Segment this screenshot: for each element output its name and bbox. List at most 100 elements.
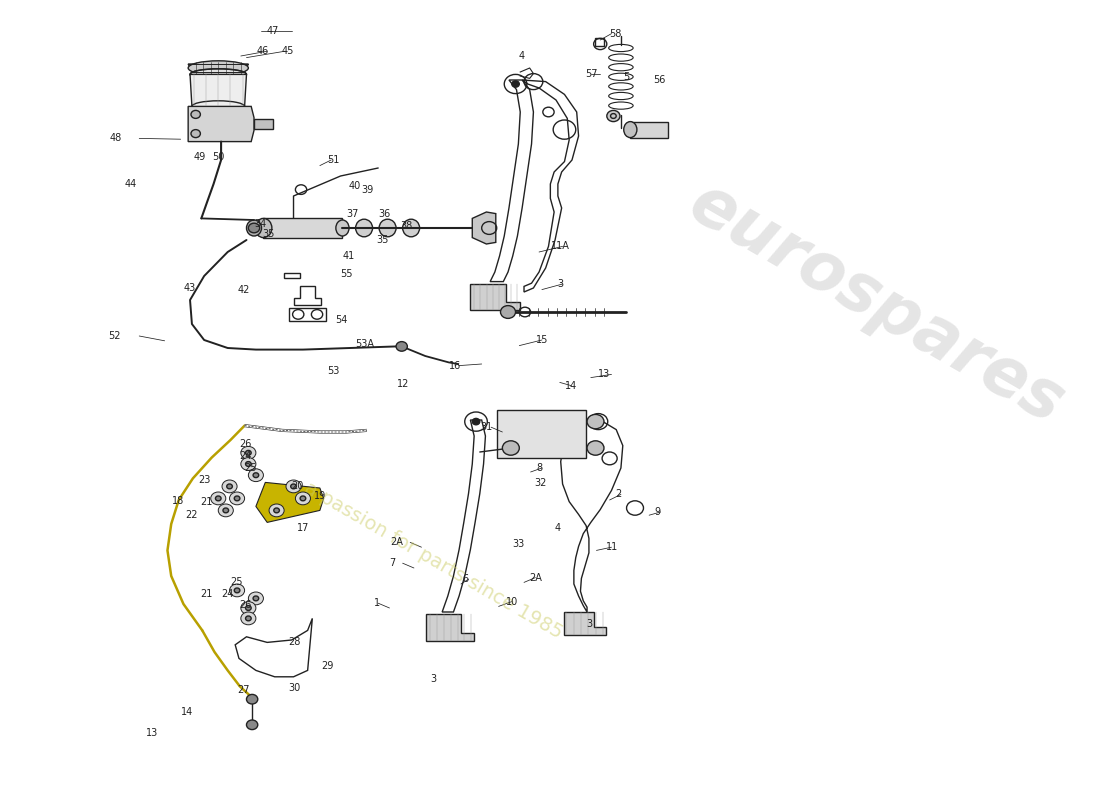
Text: 36: 36 [378,210,390,219]
Text: 26: 26 [239,600,251,610]
Circle shape [286,480,301,493]
Text: 12: 12 [397,379,409,389]
Circle shape [230,584,244,597]
Circle shape [249,469,263,482]
Text: 32: 32 [535,478,547,488]
Text: 53A: 53A [355,339,375,349]
Text: 55: 55 [341,269,353,278]
Circle shape [223,508,229,513]
Text: 24: 24 [221,589,233,598]
Text: 28: 28 [288,637,300,646]
Ellipse shape [355,219,373,237]
Text: 26: 26 [239,439,251,449]
Text: 10: 10 [506,597,518,606]
Circle shape [290,484,296,489]
Text: 21: 21 [200,498,212,507]
Circle shape [241,458,256,470]
Text: 40: 40 [348,181,361,190]
Polygon shape [426,614,474,641]
Text: 15: 15 [536,335,549,345]
Text: 21: 21 [200,589,212,598]
Bar [497,410,586,458]
Circle shape [216,496,221,501]
Text: 24: 24 [239,451,251,461]
Text: 16: 16 [449,361,461,370]
Text: 41: 41 [342,251,354,261]
Circle shape [227,484,232,489]
Circle shape [234,496,240,501]
Polygon shape [471,284,520,310]
Ellipse shape [246,220,262,236]
Circle shape [270,504,284,517]
Circle shape [241,446,256,459]
Text: 17: 17 [297,523,310,533]
Circle shape [191,130,200,138]
Text: 4: 4 [554,523,560,533]
Text: 39: 39 [361,186,374,195]
Circle shape [396,342,407,351]
Ellipse shape [379,219,396,237]
Text: 8: 8 [536,463,542,473]
Text: 25: 25 [244,463,257,473]
Circle shape [503,441,519,455]
Text: 14: 14 [565,381,578,390]
Polygon shape [472,212,496,244]
Polygon shape [188,106,254,142]
Text: 2A: 2A [389,538,403,547]
Circle shape [241,602,256,614]
Text: 52: 52 [108,331,120,341]
Text: 18: 18 [172,496,185,506]
Text: 35: 35 [376,235,388,245]
Text: 34: 34 [254,219,266,229]
Text: 13: 13 [146,728,158,738]
Text: 13: 13 [598,370,611,379]
Polygon shape [263,218,342,238]
Text: 27: 27 [236,686,250,695]
Circle shape [249,223,260,233]
Text: 38: 38 [400,221,412,230]
Text: 14: 14 [180,707,192,717]
Circle shape [241,612,256,625]
Polygon shape [630,122,668,138]
Text: 11A: 11A [551,242,570,251]
Text: 56: 56 [653,75,666,85]
Ellipse shape [190,69,246,80]
Circle shape [245,616,251,621]
Text: 47: 47 [267,26,279,36]
Circle shape [218,504,233,517]
Text: 31: 31 [481,422,493,432]
Text: 58: 58 [609,29,622,38]
Circle shape [512,81,519,87]
Circle shape [253,473,258,478]
Circle shape [245,450,251,455]
Text: 11: 11 [606,542,618,552]
Circle shape [274,508,279,513]
Circle shape [300,496,306,501]
Text: 4: 4 [518,51,525,61]
Polygon shape [256,482,323,522]
Text: 53: 53 [328,366,340,376]
Circle shape [607,110,620,122]
Polygon shape [188,64,249,72]
Circle shape [222,480,238,493]
Circle shape [246,694,257,704]
Text: 42: 42 [238,286,250,295]
Text: 57: 57 [585,69,597,78]
Polygon shape [190,74,246,106]
Ellipse shape [403,219,419,237]
Text: 44: 44 [124,179,136,189]
Text: 3: 3 [430,674,436,684]
Text: 6: 6 [463,574,469,584]
Circle shape [296,492,310,505]
Text: 5: 5 [623,72,629,82]
Text: eurospares: eurospares [678,170,1076,438]
Circle shape [249,592,263,605]
Circle shape [211,492,226,505]
Ellipse shape [191,101,244,112]
Text: a passion for parts since 1985: a passion for parts since 1985 [301,478,565,642]
Circle shape [587,414,604,429]
Ellipse shape [624,122,637,138]
Text: 35: 35 [263,229,275,238]
Text: 54: 54 [334,315,348,325]
Circle shape [587,441,604,455]
